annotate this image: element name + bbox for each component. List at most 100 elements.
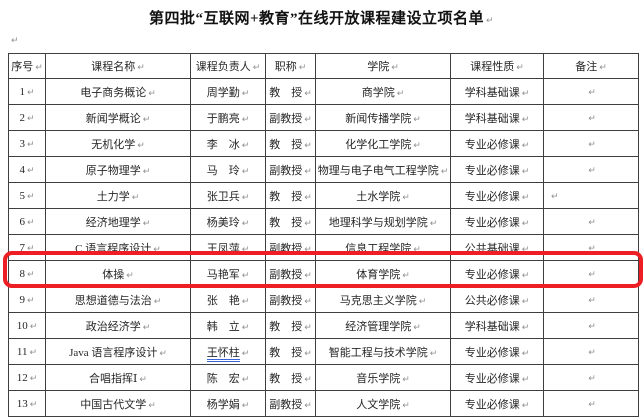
cell-nature: 学科基础课 ↵ xyxy=(450,312,544,339)
cell-course-name: 土力学 ↵ xyxy=(45,182,191,209)
cell-no: 8 ↵ xyxy=(8,260,46,287)
cell-leader: 张卫兵 ↵ xyxy=(190,182,266,209)
cell-college: 土水学院 ↵ xyxy=(315,182,451,209)
cell-college: 新闻传播学院 ↵ xyxy=(315,104,451,131)
table-row: 4 ↵ 原子物理学 ↵ 马 玲 ↵ 副教授 ↵ 物理与电子电气工程学院 ↵ 专业必修课 ↵ … xyxy=(8,156,639,183)
table-row: 1 ↵ 电子商务概论 ↵ 周学勤 ↵ 教 授 ↵ 商学院 ↵ 学科基础课 ↵ ↵ xyxy=(8,78,639,105)
table-row: 6 ↵ 经济地理学 ↵ 杨美玲 ↵ 教 授 ↵ 地理科学与规划学院 ↵ 专业必修课 ↵ ↵ xyxy=(8,208,639,235)
cell-nature: 公共必修课 ↵ xyxy=(450,286,544,313)
cell-college: 马克思主义学院 ↵ xyxy=(315,286,451,313)
cell-title: 教 授 ↵ xyxy=(265,78,316,105)
cell-course-name: 思想道德与法治 ↵ xyxy=(45,286,191,313)
header-remark: 备注 ↵ xyxy=(543,53,639,79)
table-row: 3 ↵ 无机化学 ↵ 李 冰 ↵ 教 授 ↵ 化学化工学院 ↵ 专业必修课 ↵ ↵ xyxy=(8,130,639,157)
cell-leader: 周学勤 ↵ xyxy=(190,78,266,105)
cell-leader: 马 玲 ↵ xyxy=(190,156,266,183)
cell-title: 教 授 ↵ xyxy=(265,364,316,391)
cell-no: 5 ↵ xyxy=(8,182,46,209)
table-row: 5 ↵ 土力学 ↵ 张卫兵 ↵ 教 授 ↵ 土水学院 ↵ 专业必修课 ↵ ↵ xyxy=(8,182,639,209)
cell-leader: 于鹏亮 ↵ xyxy=(190,104,266,131)
cell-leader: 王怀柱 ↵ xyxy=(190,338,266,365)
cell-remark: ↵ xyxy=(543,286,639,313)
cell-nature: 专业必修课 ↵ xyxy=(450,338,544,365)
header-nature: 课程性质 ↵ xyxy=(450,53,544,79)
cell-remark: ↵ xyxy=(543,312,639,339)
cell-course-name: Java 语言程序设计 ↵ xyxy=(45,338,191,365)
cell-remark: ↵ xyxy=(543,260,639,287)
cell-title: 副教授 ↵ xyxy=(265,104,316,131)
cell-college: 经济管理学院 ↵ xyxy=(315,312,451,339)
leader-name-underlined: 王怀柱 xyxy=(206,346,240,362)
cell-no: 6 ↵ xyxy=(8,208,46,235)
cell-remark: ↵ xyxy=(543,78,639,105)
table-row-highlighted: 8 ↵ 体操 ↵ 马艳军 ↵ 副教授 ↵ 体育学院 ↵ 专业必修课 ↵ ↵ xyxy=(8,260,639,287)
cell-college: 物理与电子电气工程学院 ↵ xyxy=(315,156,451,183)
cell-title: 教 授 ↵ xyxy=(265,130,316,157)
cell-title: 教 授 ↵ xyxy=(265,208,316,235)
cell-title: 教 授 ↵ xyxy=(265,182,316,209)
table-row: 10 ↵ 政治经济学 ↵ 韩 立 ↵ 教 授 ↵ 经济管理学院 ↵ 学科基础课 ↵ ↵ xyxy=(8,312,639,339)
cell-nature: 专业必修课 ↵ xyxy=(450,156,544,183)
header-no: 序号 ↵ xyxy=(8,53,46,79)
table-header-row: 序号 ↵ 课程名称 ↵ 课程负责人 ↵ 职称 ↵ 学院 ↵ 课程性质 ↵ 备注 ↵ xyxy=(8,53,639,79)
cell-no: 9 ↵ xyxy=(8,286,46,313)
cell-leader: 王凤萍 ↵ xyxy=(190,234,266,261)
cell-remark: ↵ xyxy=(543,104,639,131)
cell-remark: ↵ xyxy=(543,156,639,183)
header-leader: 课程负责人 ↵ xyxy=(190,53,266,79)
cell-remark: ↵ xyxy=(543,234,639,261)
cell-no: 4 ↵ xyxy=(8,156,46,183)
cell-course-name: 经济地理学 ↵ xyxy=(45,208,191,235)
cell-nature: 专业必修课 ↵ xyxy=(450,182,544,209)
cell-nature: 专业必修课 ↵ xyxy=(450,208,544,235)
cell-nature: 公共基础课 ↵ xyxy=(450,234,544,261)
cell-no: 7 ↵ xyxy=(8,234,46,261)
cell-course-name: 原子物理学 ↵ xyxy=(45,156,191,183)
cell-course-name: 电子商务概论 ↵ xyxy=(45,78,191,105)
header-title: 职称 ↵ xyxy=(265,53,316,79)
cell-course-name: 合唱指挥Ⅰ ↵ xyxy=(45,364,191,391)
table-row: 2 ↵ 新闻学概论 ↵ 于鹏亮 ↵ 副教授 ↵ 新闻传播学院 ↵ 学科基础课 ↵ ↵ xyxy=(8,104,639,131)
cell-no: 11 ↵ xyxy=(8,338,46,365)
cell-remark: ↵ xyxy=(543,130,639,157)
course-table: 序号 ↵ 课程名称 ↵ 课程负责人 ↵ 职称 ↵ 学院 ↵ 课程性质 ↵ 备注 ↵ 1 ↵ 电子… xyxy=(8,53,639,417)
header-college: 学院 ↵ xyxy=(315,53,451,79)
table-row: 11 ↵ Java 语言程序设计 ↵ 王怀柱 ↵ 教 授 ↵ 智能工程与技术学院 ↵ 专业… xyxy=(8,338,639,365)
table-row: 7 ↵ C 语言程序设计 ↵ 王凤萍 ↵ 副教授 ↵ 信息工程学院 ↵ 公共基础课 ↵ ↵ xyxy=(8,234,639,261)
cell-college: 音乐学院 ↵ xyxy=(315,364,451,391)
cell-course-name: 无机化学 ↵ xyxy=(45,130,191,157)
cell-title: 副教授 ↵ xyxy=(265,156,316,183)
cell-no: 3 ↵ xyxy=(8,130,46,157)
cell-college: 地理科学与规划学院 ↵ xyxy=(315,208,451,235)
cell-leader: 杨美玲 ↵ xyxy=(190,208,266,235)
cell-title: 教 授 ↵ xyxy=(265,338,316,365)
table-row: 12 ↵ 合唱指挥Ⅰ ↵ 陈 宏 ↵ 教 授 ↵ 音乐学院 ↵ 专业必修课 ↵ ↵ xyxy=(8,364,639,391)
cell-remark: ↵ xyxy=(543,364,639,391)
cell-college: 体育学院 ↵ xyxy=(315,260,451,287)
cell-nature: 专业必修课 ↵ xyxy=(450,130,544,157)
cell-college: 化学化工学院 ↵ xyxy=(315,130,451,157)
empty-paragraph-mark: ↵ xyxy=(11,36,19,46)
header-course-name: 课程名称 ↵ xyxy=(45,53,191,79)
cell-leader: 张 艳 ↵ xyxy=(190,286,266,313)
cell-remark: ↵ xyxy=(543,208,639,235)
cell-remark: ↵ xyxy=(543,338,639,365)
cell-title: 副教授 ↵ xyxy=(265,286,316,313)
cell-title: 教 授 ↵ xyxy=(265,312,316,339)
cell-leader: 李 冰 ↵ xyxy=(190,130,266,157)
cell-course-name: 新闻学概论 ↵ xyxy=(45,104,191,131)
cell-course-name: C 语言程序设计 ↵ xyxy=(45,234,191,261)
cell-college: 商学院 ↵ xyxy=(315,78,451,105)
cell-leader: 陈 宏 ↵ xyxy=(190,364,266,391)
cell-no: 1 ↵ xyxy=(8,78,46,105)
cell-nature: 学科基础课 ↵ xyxy=(450,104,544,131)
cell-course-name: 政治经济学 ↵ xyxy=(45,312,191,339)
page-title: 第四批“互联网+教育”在线开放课程建设立项名单 ↵ xyxy=(148,11,495,27)
table-row: 9 ↵ 思想道德与法治 ↵ 张 艳 ↵ 副教授 ↵ 马克思主义学院 ↵ 公共必修课 ↵ ↵ xyxy=(8,286,639,313)
cell-college: 智能工程与技术学院 ↵ xyxy=(315,338,451,365)
cell-leader: 韩 立 ↵ xyxy=(190,312,266,339)
cell-no: 10 ↵ xyxy=(8,312,46,339)
cell-leader: 马艳军 ↵ xyxy=(190,260,266,287)
cell-no: 12 ↵ xyxy=(8,364,46,391)
